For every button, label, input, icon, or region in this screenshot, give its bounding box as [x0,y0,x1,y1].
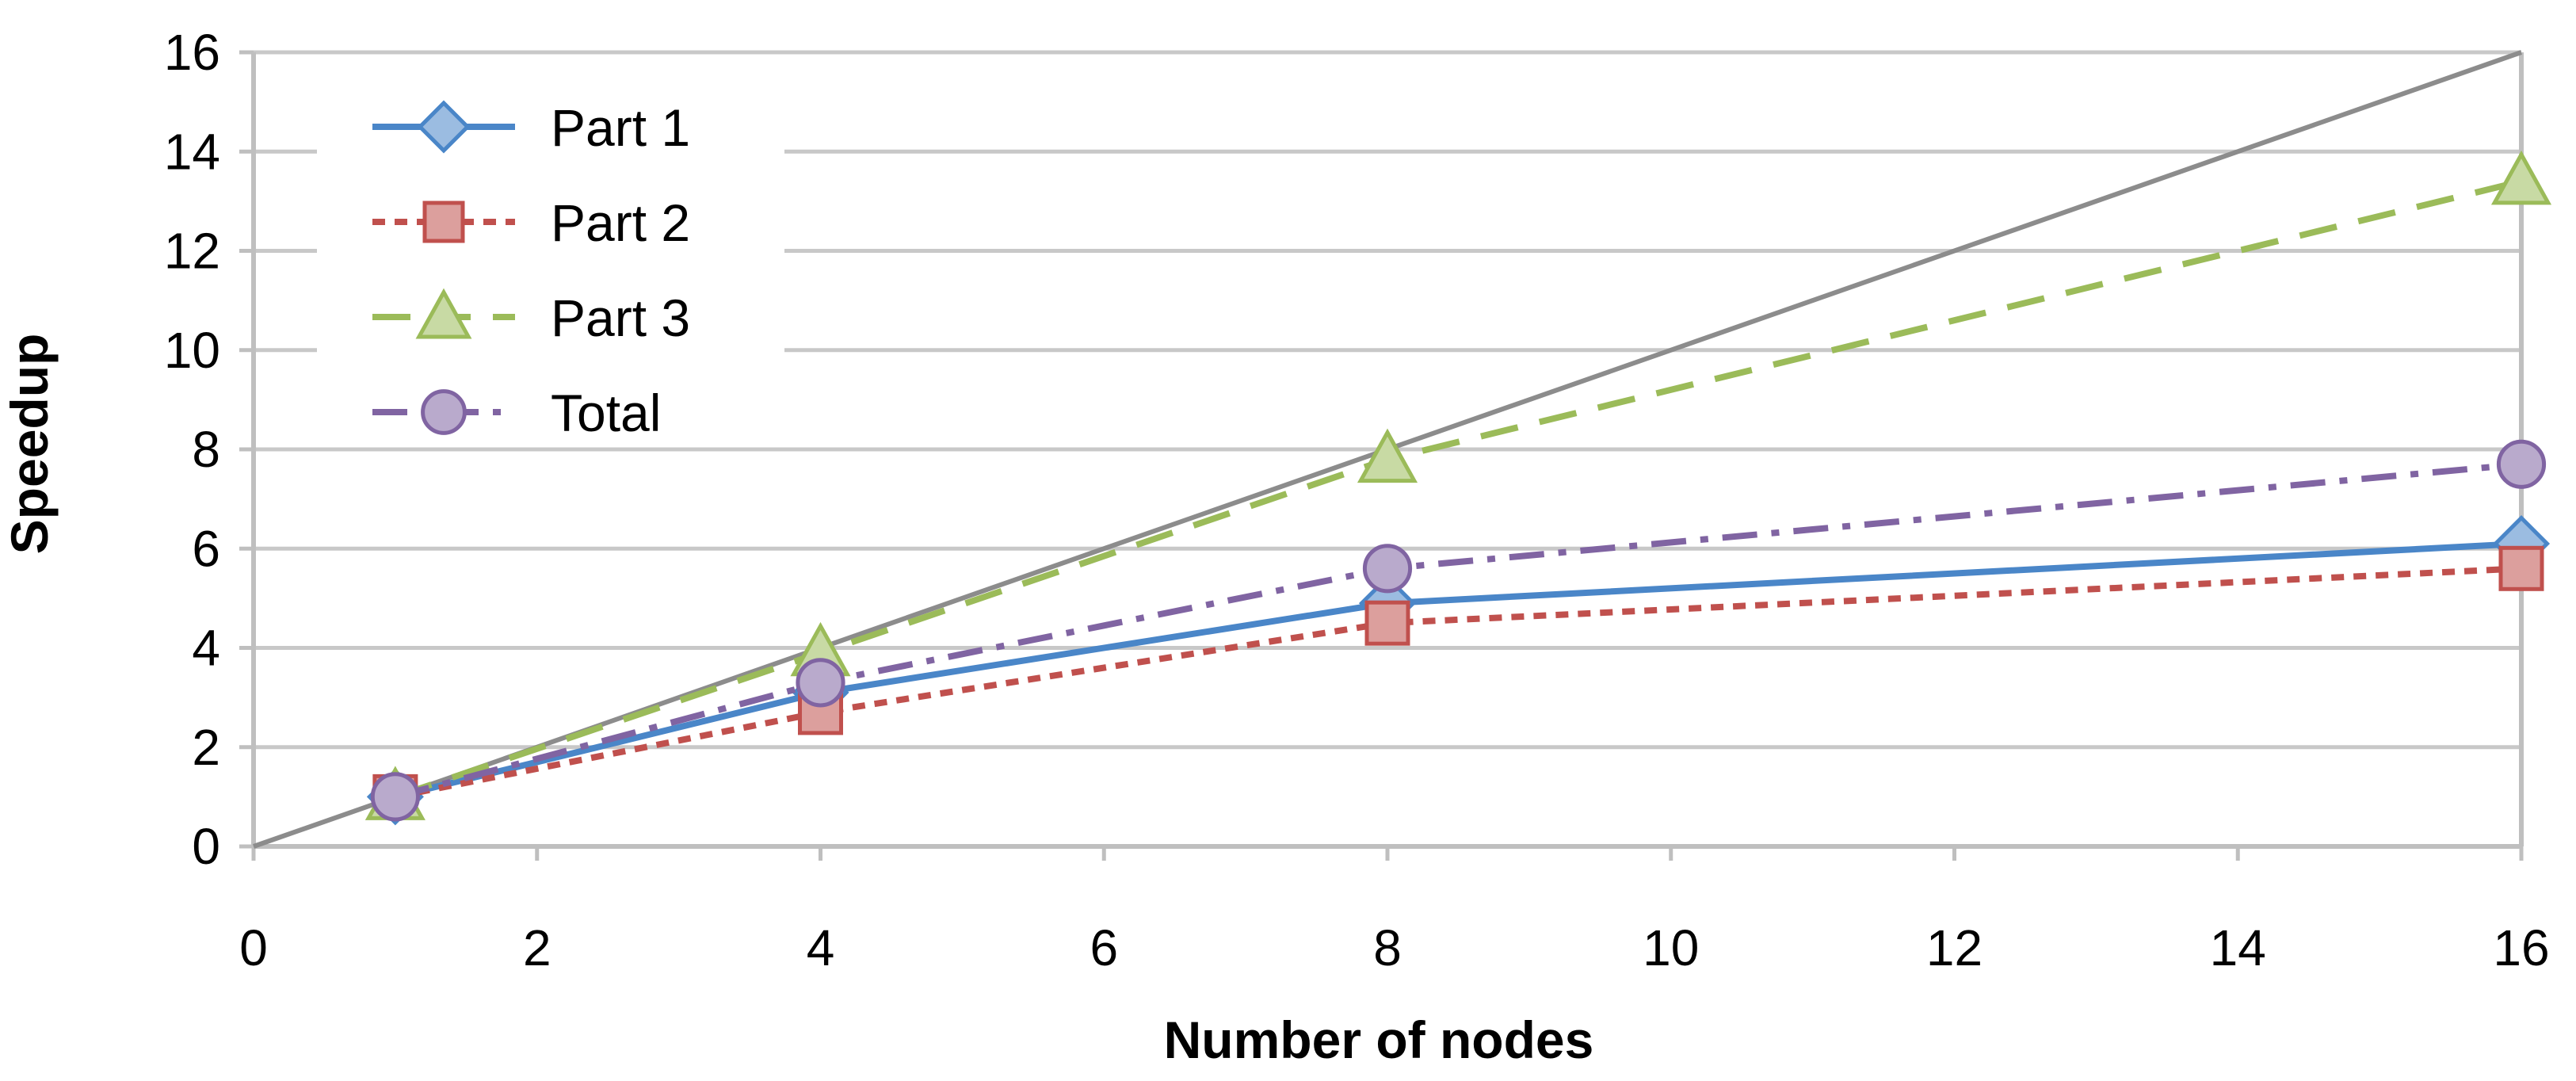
y-tick-label-14: 14 [164,123,220,180]
legend-marker-part-1 [417,100,471,154]
y-tick-label-4: 4 [192,620,220,677]
tick-labels: 0 2 4 6 8 10 12 14 16 0 2 4 6 8 10 12 14 16 [164,24,2550,976]
legend-item-part-1: Part 1 [372,98,690,157]
x-tick-label-16: 16 [2493,919,2549,976]
legend-label-part-3: Part 3 [551,288,690,347]
y-tick-label-8: 8 [192,421,220,478]
legend-marker-part-3 [415,288,472,339]
y-tick-label-12: 12 [164,223,220,280]
point-part-2-3 [2498,545,2544,591]
x-tick-label-0: 0 [239,919,268,976]
series-line-part-3 [394,178,2522,800]
y-tick-label-2: 2 [192,719,220,776]
x-tick-label-14: 14 [2210,919,2266,976]
series-part-2 [372,545,2544,819]
x-tick-label-6: 6 [1090,919,1118,976]
legend-item-part-3: Part 3 [372,288,690,347]
y-tick-label-6: 6 [192,520,220,577]
series [364,150,2552,826]
legend-marker-total [421,389,467,435]
x-tick-label-4: 4 [807,919,835,976]
point-total-3 [2496,439,2547,489]
x-tick-label-10: 10 [1643,919,1699,976]
x-tick-label-8: 8 [1373,919,1402,976]
legend-item-part-2: Part 2 [372,193,690,252]
series-line-total [394,460,2522,800]
point-part-3-3 [2490,150,2552,205]
x-tick-label-12: 12 [1926,919,1983,976]
legend-item-total: Total [372,384,661,442]
series-line-part-1 [394,540,2522,800]
legend-marker-part-2 [422,201,465,243]
legend-label-total: Total [551,384,661,442]
series-total [370,439,2547,822]
point-total-1 [796,658,845,708]
legend-background [317,79,784,444]
y-tick-label-16: 16 [164,24,220,81]
legend-label-part-2: Part 2 [551,193,690,252]
y-axis-title: Speedup [0,334,59,555]
y-tick-label-10: 10 [164,322,220,379]
point-part-2-2 [1364,600,1410,646]
y-tick-label-0: 0 [192,818,220,875]
point-part-3-2 [1357,428,1418,483]
legend: Part 1 Part 2 Part 3 Total [317,79,784,444]
x-axis-title: Number of nodes [1164,1010,1594,1069]
series-line-part-2 [395,565,2522,800]
legend-label-part-1: Part 1 [551,98,690,157]
point-total-0 [370,772,420,822]
x-tick-label-2: 2 [523,919,551,976]
point-total-2 [1362,544,1413,594]
